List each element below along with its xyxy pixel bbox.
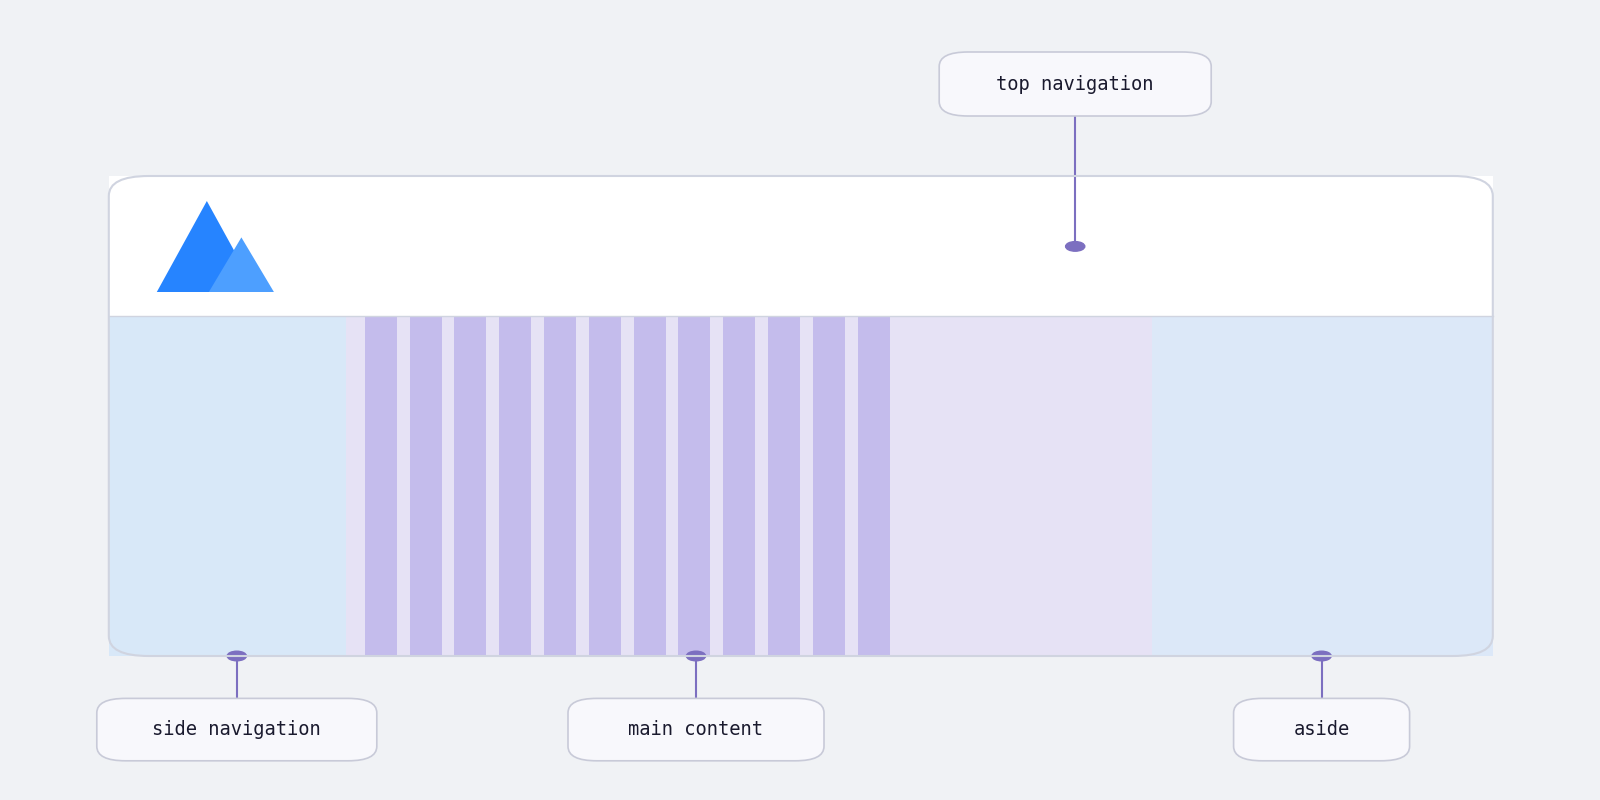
Circle shape bbox=[227, 651, 246, 661]
Bar bbox=[678, 316, 710, 656]
Bar bbox=[723, 316, 755, 656]
Bar bbox=[544, 316, 576, 656]
Polygon shape bbox=[157, 201, 258, 292]
Bar bbox=[109, 176, 1493, 316]
Polygon shape bbox=[210, 238, 274, 292]
Bar bbox=[346, 316, 1493, 656]
Bar bbox=[813, 316, 845, 656]
Text: aside: aside bbox=[1293, 720, 1350, 739]
Circle shape bbox=[1066, 242, 1085, 251]
FancyBboxPatch shape bbox=[939, 52, 1211, 116]
Text: main content: main content bbox=[629, 720, 763, 739]
Bar bbox=[1152, 316, 1493, 656]
Bar bbox=[589, 316, 621, 656]
Bar bbox=[365, 316, 397, 656]
Circle shape bbox=[1312, 651, 1331, 661]
Bar bbox=[634, 316, 666, 656]
FancyBboxPatch shape bbox=[568, 698, 824, 761]
Bar bbox=[858, 316, 890, 656]
Bar bbox=[768, 316, 800, 656]
Bar bbox=[410, 316, 442, 656]
Bar bbox=[454, 316, 486, 656]
Bar bbox=[109, 316, 346, 656]
Bar bbox=[499, 316, 531, 656]
Text: side navigation: side navigation bbox=[152, 720, 322, 739]
FancyBboxPatch shape bbox=[109, 176, 1493, 656]
Text: top navigation: top navigation bbox=[997, 74, 1154, 94]
FancyBboxPatch shape bbox=[96, 698, 378, 761]
FancyBboxPatch shape bbox=[1234, 698, 1410, 761]
Circle shape bbox=[686, 651, 706, 661]
